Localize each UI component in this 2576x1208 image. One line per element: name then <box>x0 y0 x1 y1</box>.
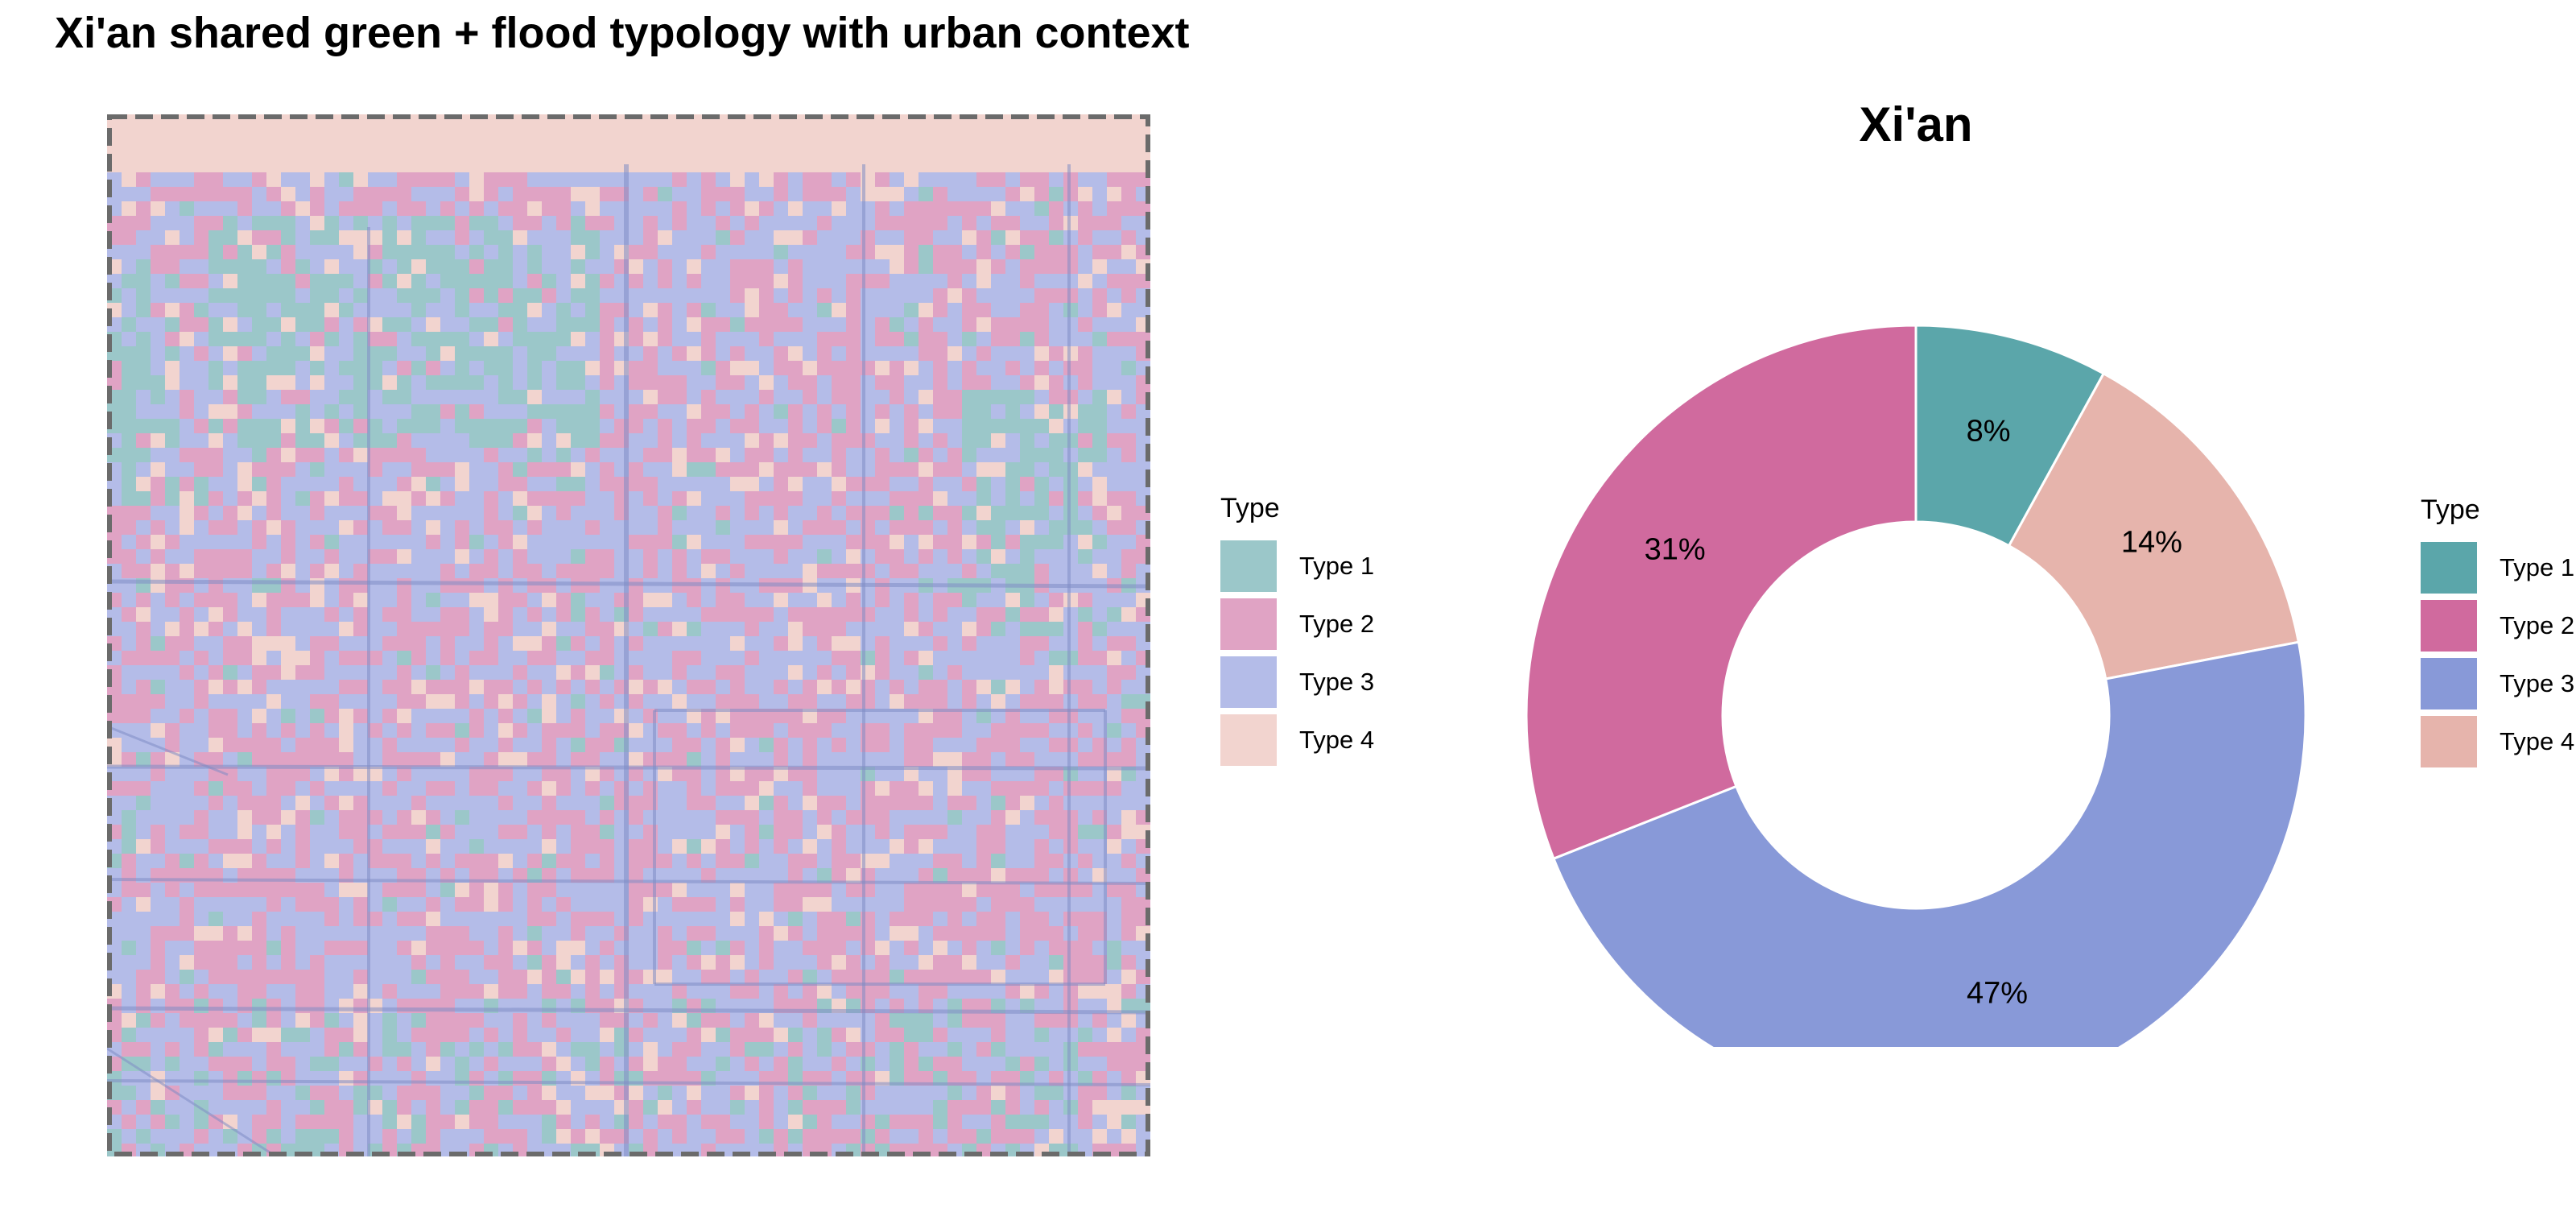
map-legend: Type Type 1 Type 2 Type 3 Type 4 <box>1220 493 1374 769</box>
chart-title: Xi'an <box>1860 97 1973 151</box>
typology-map-canvas <box>107 114 1150 1156</box>
chart-legend-swatch-type-3 <box>2421 658 2477 709</box>
donut-slices <box>1525 324 2307 1047</box>
donut-slice-label: 47% <box>1967 977 2028 1011</box>
chart-legend-swatch-type-1 <box>2421 542 2477 594</box>
chart-legend-label: Type 4 <box>2500 727 2575 755</box>
chart-legend: Type Type 1 Type 2 Type 3 Type 4 <box>2421 494 2574 771</box>
map-legend-swatch-type-4 <box>1220 714 1277 766</box>
donut-slice-label: 31% <box>1645 533 1706 567</box>
chart-legend-item: Type 1 <box>2421 539 2574 597</box>
map-legend-item: Type 4 <box>1220 711 1374 769</box>
page-title: Xi'an shared green + flood typology with… <box>55 9 1190 57</box>
map-street-grid <box>107 164 1150 1156</box>
chart-legend-label: Type 3 <box>2500 669 2575 697</box>
donut-slice-type-2 <box>1525 324 1918 861</box>
map-legend-label: Type 1 <box>1299 552 1375 580</box>
map-legend-item: Type 2 <box>1220 595 1374 653</box>
map-legend-swatch-type-1 <box>1220 540 1277 592</box>
chart-legend-label: Type 1 <box>2500 553 2575 581</box>
map-legend-label: Type 3 <box>1299 668 1375 696</box>
map-legend-label: Type 4 <box>1299 726 1375 754</box>
map-legend-label: Type 2 <box>1299 610 1375 638</box>
map-legend-title: Type <box>1220 493 1280 523</box>
typology-map <box>107 114 1150 1156</box>
chart-legend-swatch-type-4 <box>2421 716 2477 767</box>
map-legend-swatch-type-3 <box>1220 656 1277 708</box>
map-legend-swatch-type-2 <box>1220 598 1277 650</box>
donut-slice-type-4 <box>2007 371 2301 681</box>
chart-legend-title: Type <box>2421 494 2480 525</box>
map-legend-item: Type 3 <box>1220 653 1374 711</box>
chart-legend-swatch-type-2 <box>2421 600 2477 652</box>
chart-legend-item: Type 2 <box>2421 597 2574 655</box>
donut-labels: 8% 14% 47% 31% <box>1645 414 2182 1010</box>
map-legend-item: Type 1 <box>1220 537 1374 595</box>
donut-slice-label: 14% <box>2121 525 2182 559</box>
map-boundary <box>107 114 1150 1156</box>
chart-legend-item: Type 3 <box>2421 655 2574 713</box>
map-typology-cells <box>107 114 1150 1156</box>
donut-slice-type-3 <box>1552 640 2307 1047</box>
donut-slice-label: 8% <box>1967 414 2011 448</box>
chart-legend-item: Type 4 <box>2421 713 2574 771</box>
chart-legend-label: Type 2 <box>2500 611 2575 639</box>
donut-chart: Xi'an 8% 14% 47% 31% <box>1525 97 2307 1047</box>
